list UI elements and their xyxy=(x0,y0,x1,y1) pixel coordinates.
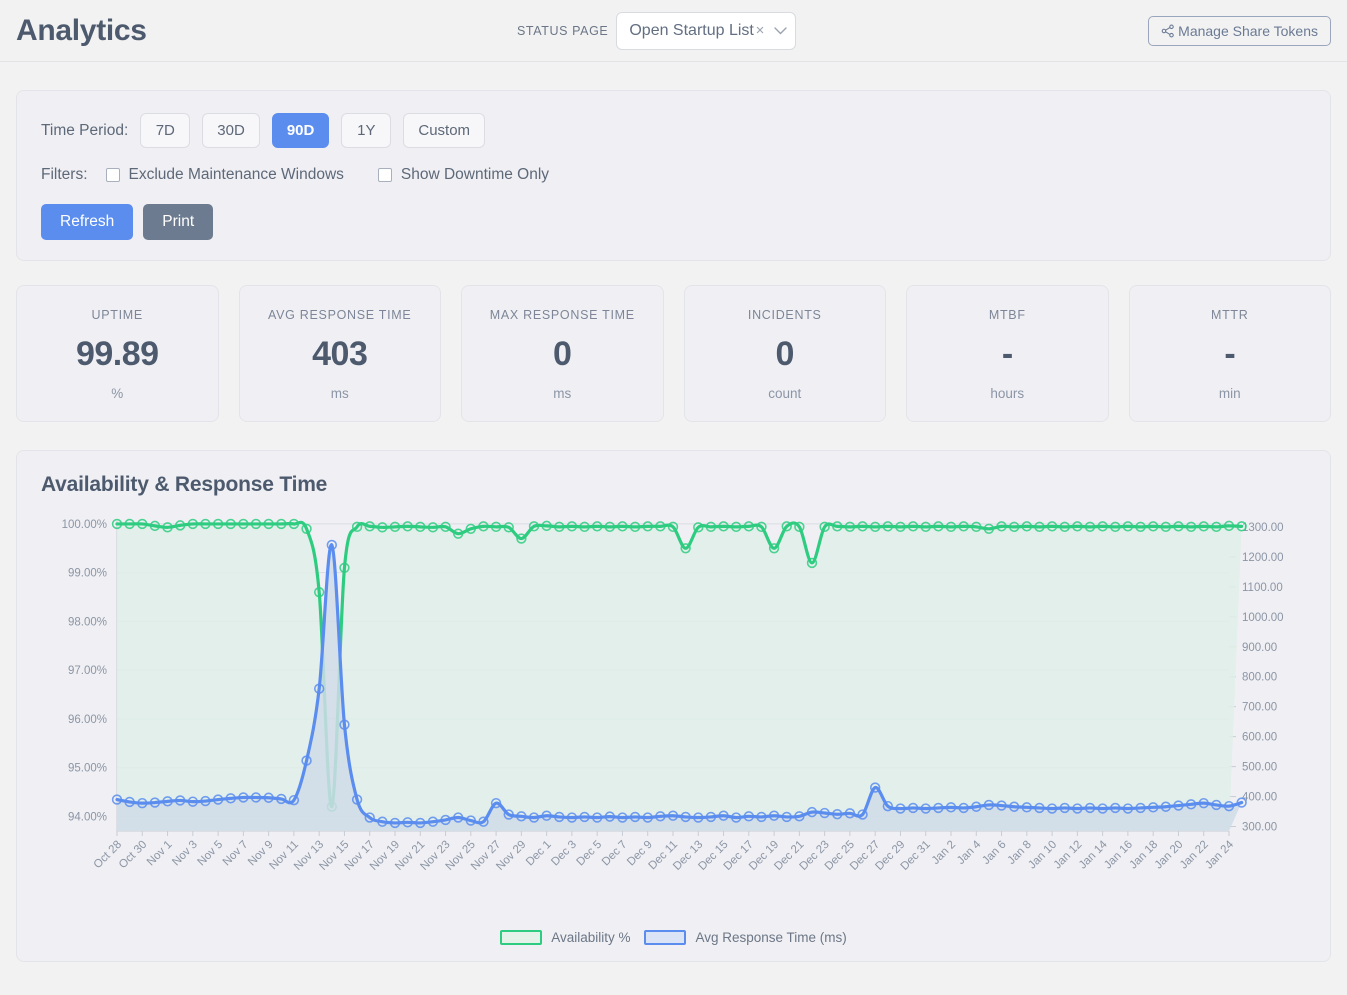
time-period-label: Time Period: xyxy=(41,121,129,139)
filter-action-buttons: Refresh Print xyxy=(41,204,1306,240)
svg-text:300.00: 300.00 xyxy=(1242,822,1277,834)
page-title: Analytics xyxy=(16,13,147,47)
stat-value: 0 xyxy=(775,335,795,373)
stat-unit: ms xyxy=(553,386,572,401)
stat-label: INCIDENTS xyxy=(747,308,822,322)
svg-text:Jan 2: Jan 2 xyxy=(930,839,958,867)
stat-unit: min xyxy=(1218,386,1241,401)
stat-value: - xyxy=(1001,335,1013,373)
legend-label-response-time: Avg Response Time (ms) xyxy=(695,930,847,945)
exclude-maintenance-label: Exclude Maintenance Windows xyxy=(128,166,344,183)
availability-response-chart[interactable]: 100.00% 99.00% 98.00% 97.00% 96.00% 95.00% 94.… xyxy=(39,511,1308,926)
svg-text:100.00%: 100.00% xyxy=(62,519,107,531)
svg-text:Jan 24: Jan 24 xyxy=(1203,838,1236,871)
svg-text:96.00%: 96.00% xyxy=(68,714,107,726)
exclude-maintenance-checkbox-wrap[interactable]: Exclude Maintenance Windows xyxy=(105,166,344,184)
svg-text:Nov 3: Nov 3 xyxy=(170,839,200,869)
svg-text:Dec 3: Dec 3 xyxy=(549,839,579,869)
chart-title: Availability & Response Time xyxy=(41,473,328,496)
legend-label-availability: Availability % xyxy=(551,930,631,945)
svg-text:97.00%: 97.00% xyxy=(68,665,107,677)
chevron-down-icon[interactable] xyxy=(774,26,788,35)
svg-text:94.00%: 94.00% xyxy=(68,811,107,823)
svg-text:500.00: 500.00 xyxy=(1242,762,1277,774)
svg-text:1000.00: 1000.00 xyxy=(1242,612,1284,624)
stat-value: 403 xyxy=(312,335,368,373)
stat-value: - xyxy=(1224,335,1236,373)
svg-text:700.00: 700.00 xyxy=(1242,702,1277,714)
svg-text:Oct 30: Oct 30 xyxy=(117,839,149,871)
period-button-custom[interactable]: Custom xyxy=(403,113,486,148)
show-downtime-checkbox[interactable] xyxy=(377,168,392,182)
stat-label: UPTIME xyxy=(91,308,143,322)
status-page-label: STATUS PAGE xyxy=(517,23,609,38)
close-icon[interactable]: × xyxy=(755,22,765,39)
period-button-7d[interactable]: 7D xyxy=(140,113,191,148)
manage-share-tokens-button[interactable]: Manage Share Tokens xyxy=(1148,15,1331,46)
print-button[interactable]: Print xyxy=(143,204,214,240)
chart-svg: 100.00% 99.00% 98.00% 97.00% 96.00% 95.00% 94.… xyxy=(62,518,1284,873)
svg-text:Nov 5: Nov 5 xyxy=(195,839,225,869)
stat-label: MTBF xyxy=(988,308,1026,322)
filters-checkbox-row: Filters: Exclude Maintenance Windows Sho… xyxy=(41,166,1306,184)
status-page-selector-group: STATUS PAGE Open Startup List × xyxy=(517,11,797,50)
stat-value: 99.89 xyxy=(75,335,159,373)
app-header: Analytics STATUS PAGE Open Startup List … xyxy=(0,0,1347,62)
svg-text:95.00%: 95.00% xyxy=(68,763,107,775)
filters-panel: Time Period: 7D 30D 90D 1Y Custom Filter… xyxy=(16,90,1331,261)
svg-text:Dec 1: Dec 1 xyxy=(524,839,554,869)
stat-unit: % xyxy=(111,386,124,401)
legend-item-availability[interactable]: Availability % xyxy=(500,930,630,945)
exclude-maintenance-checkbox[interactable] xyxy=(105,168,120,182)
svg-text:98.00%: 98.00% xyxy=(68,616,107,628)
time-period-row: Time Period: 7D 30D 90D 1Y Custom xyxy=(41,113,1306,148)
svg-text:600.00: 600.00 xyxy=(1242,732,1277,744)
refresh-button[interactable]: Refresh xyxy=(41,204,134,240)
legend-swatch-response-time xyxy=(644,930,687,945)
stat-unit: ms xyxy=(330,386,349,401)
svg-text:Jan 4: Jan 4 xyxy=(955,838,984,867)
status-page-selected-value: Open Startup List xyxy=(629,21,754,39)
status-page-select[interactable]: Open Startup List × xyxy=(616,11,797,50)
show-downtime-checkbox-wrap[interactable]: Show Downtime Only xyxy=(377,166,550,184)
legend-item-response-time[interactable]: Avg Response Time (ms) xyxy=(644,930,847,945)
svg-text:Jan 6: Jan 6 xyxy=(980,839,1008,867)
legend-swatch-availability xyxy=(500,930,543,945)
svg-text:1200.00: 1200.00 xyxy=(1242,552,1284,564)
show-downtime-label: Show Downtime Only xyxy=(400,166,550,183)
stat-card-mttr: MTTR - min xyxy=(1128,285,1331,422)
svg-text:900.00: 900.00 xyxy=(1242,642,1277,654)
svg-text:1100.00: 1100.00 xyxy=(1242,582,1283,594)
stat-cards: UPTIME 99.89 % AVG RESPONSE TIME 403 ms … xyxy=(16,285,1331,422)
stat-unit: count xyxy=(768,386,802,401)
period-button-30d[interactable]: 30D xyxy=(202,113,260,148)
stat-label: AVG RESPONSE TIME xyxy=(268,308,412,322)
stat-card-avg-response-time: AVG RESPONSE TIME 403 ms xyxy=(238,285,441,422)
period-button-90d[interactable]: 90D xyxy=(271,113,330,148)
svg-text:1300.00: 1300.00 xyxy=(1242,522,1284,534)
filters-label: Filters: xyxy=(41,166,88,183)
svg-text:Dec 7: Dec 7 xyxy=(600,839,630,869)
svg-text:400.00: 400.00 xyxy=(1242,792,1277,804)
stat-card-mtbf: MTBF - hours xyxy=(906,285,1109,422)
period-button-1y[interactable]: 1Y xyxy=(341,113,392,148)
share-icon xyxy=(1161,24,1175,38)
svg-text:99.00%: 99.00% xyxy=(68,568,107,580)
stat-value: 0 xyxy=(553,335,572,373)
chart-panel: Availability & Response Time 100.00% 99.0… xyxy=(16,450,1331,962)
svg-text:800.00: 800.00 xyxy=(1242,672,1277,684)
svg-text:Dec 5: Dec 5 xyxy=(575,839,605,869)
chart-legend: Availability % Avg Response Time (ms) xyxy=(39,930,1308,945)
stat-card-max-response-time: MAX RESPONSE TIME 0 ms xyxy=(461,285,664,422)
stat-unit: hours xyxy=(990,386,1025,401)
stat-label: MAX RESPONSE TIME xyxy=(489,308,635,322)
svg-text:Nov 1: Nov 1 xyxy=(145,839,175,869)
stat-card-uptime: UPTIME 99.89 % xyxy=(16,285,219,422)
stat-label: MTTR xyxy=(1210,308,1249,322)
stat-card-incidents: INCIDENTS 0 count xyxy=(683,285,886,422)
manage-share-tokens-label: Manage Share Tokens xyxy=(1178,22,1318,39)
svg-text:Nov 7: Nov 7 xyxy=(221,839,251,869)
time-period-button-group: 7D 30D 90D 1Y Custom xyxy=(140,113,486,148)
